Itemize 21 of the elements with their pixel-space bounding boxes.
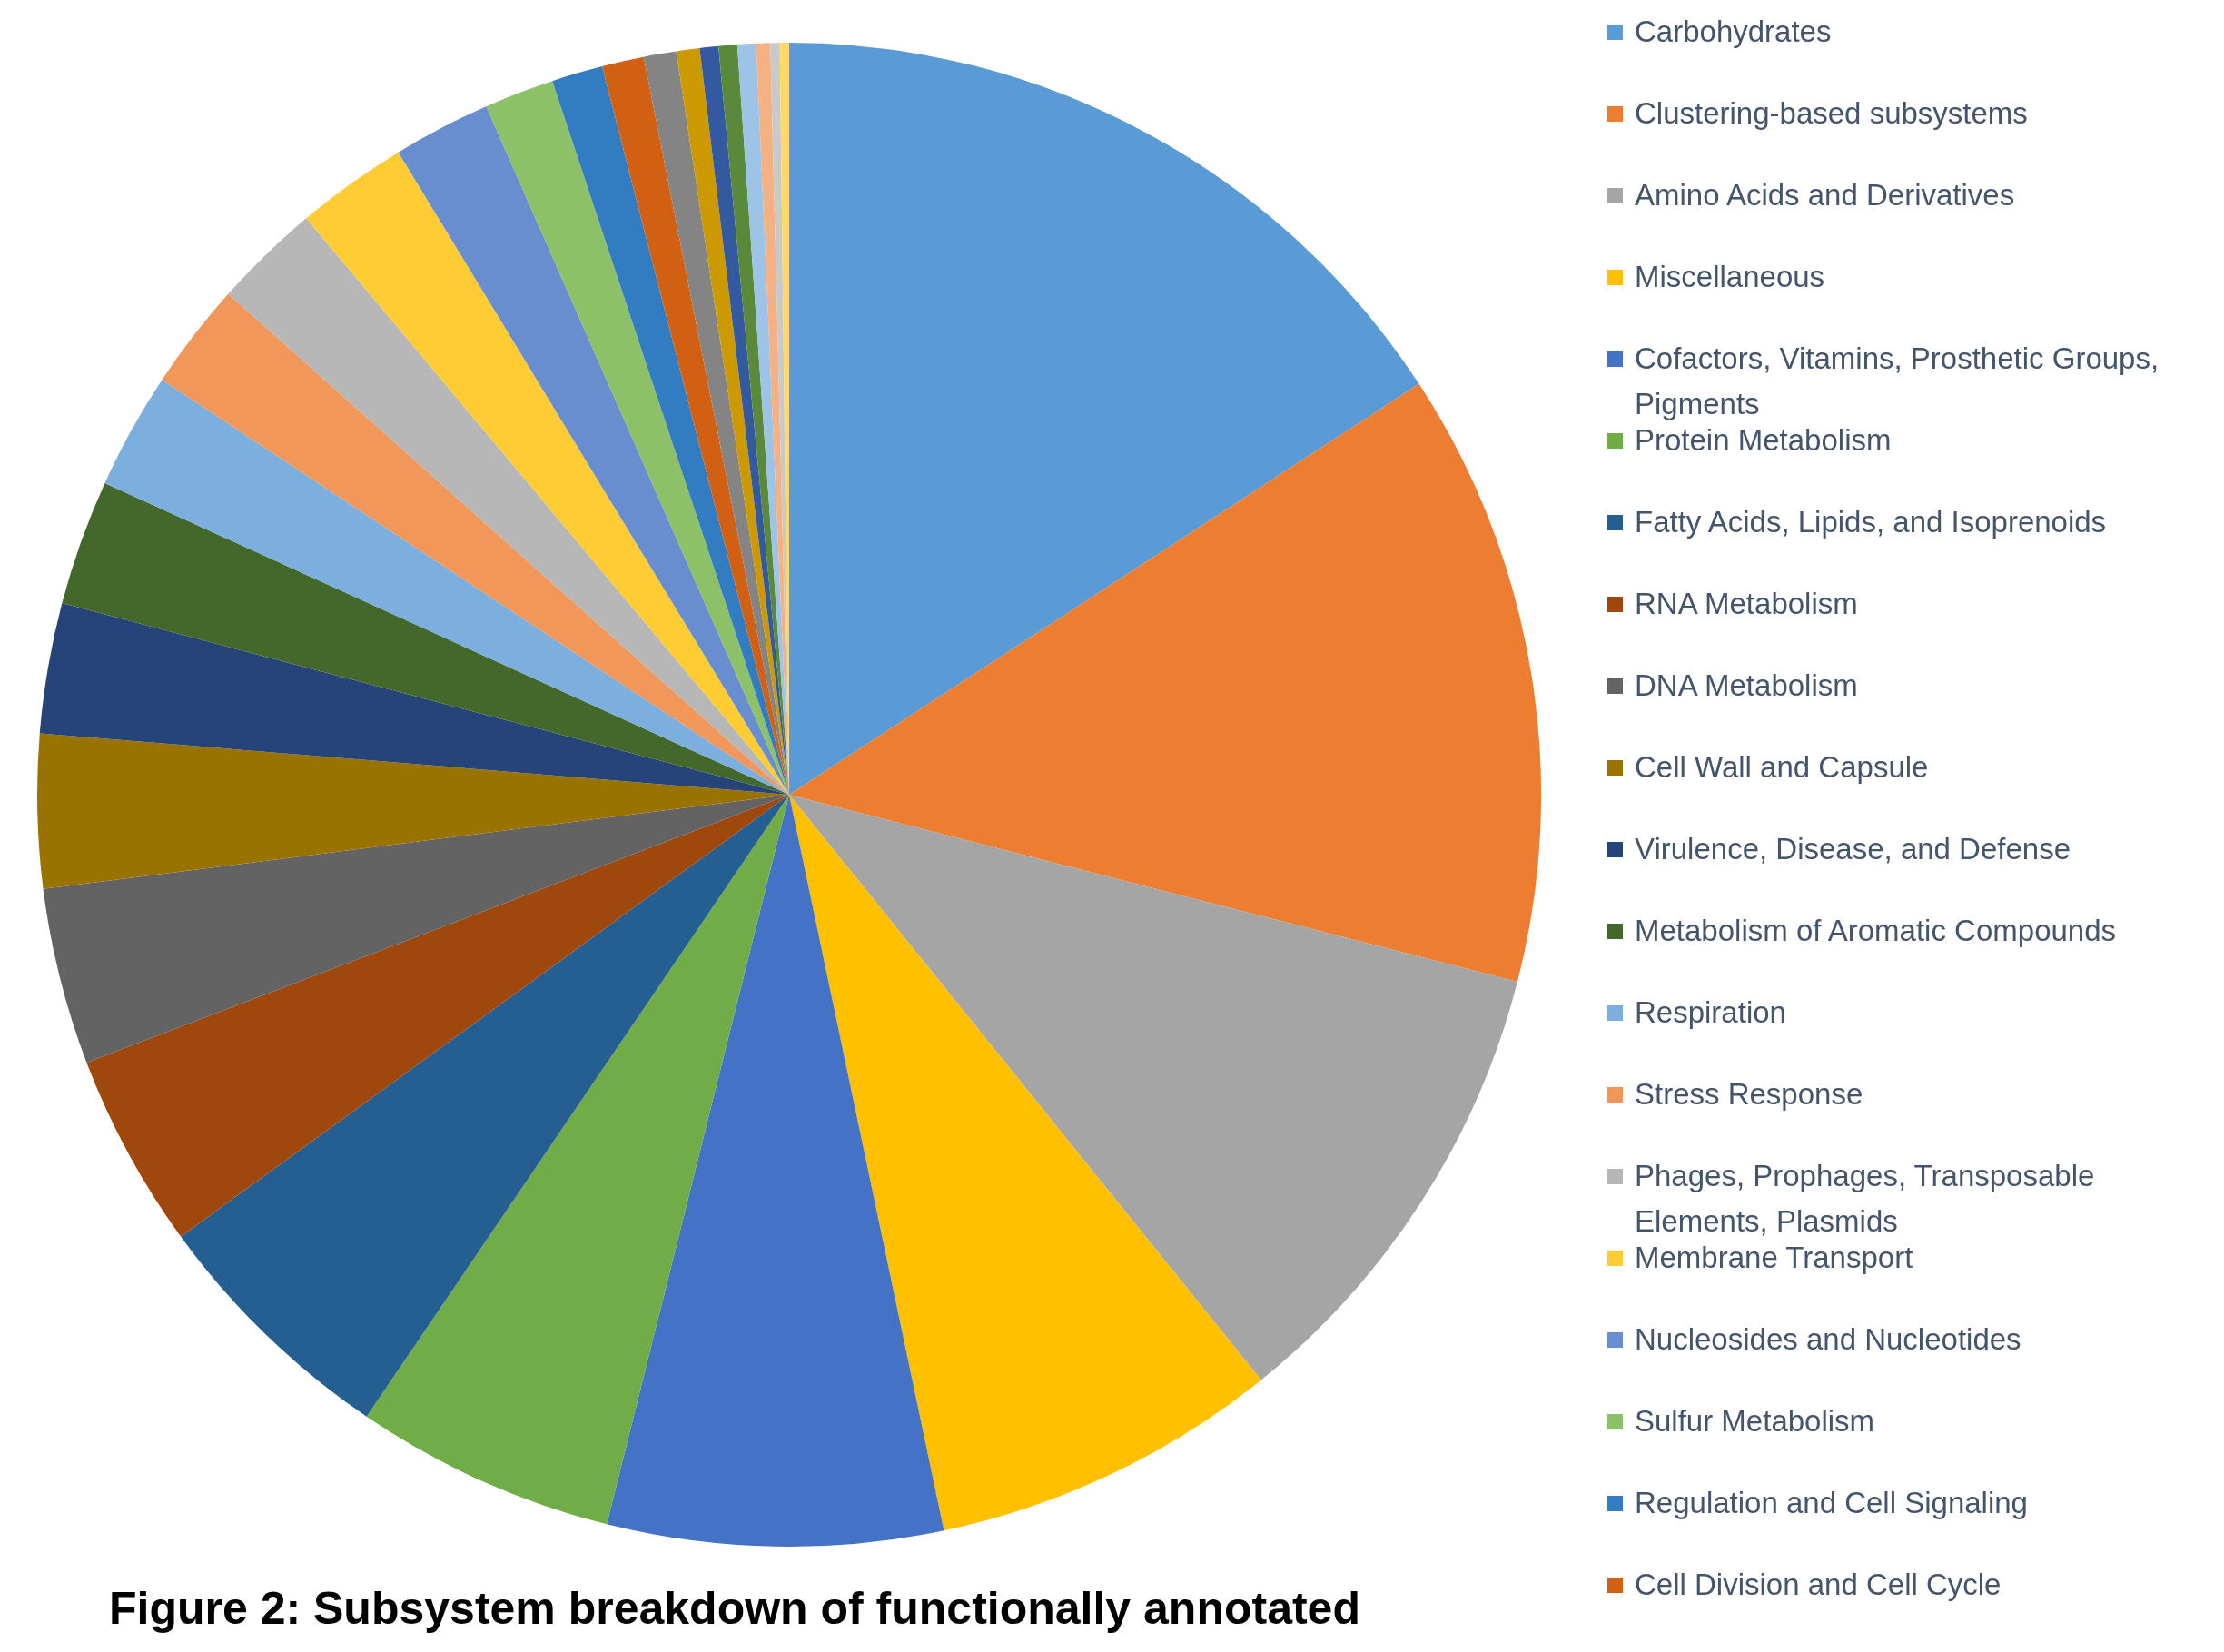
legend-label: Membrane Transport bbox=[1635, 1241, 1913, 1274]
legend-label: Fatty Acids, Lipids, and Isoprenoids bbox=[1635, 505, 2107, 539]
legend-label: Miscellaneous bbox=[1635, 260, 1825, 293]
legend-label: Cell Wall and Capsule bbox=[1635, 750, 1929, 784]
legend-label: Metabolism of Aromatic Compounds bbox=[1635, 914, 2117, 947]
legend-label: Protein Metabolism bbox=[1635, 423, 1892, 457]
legend-label: Regulation and Cell Signaling bbox=[1635, 1486, 2028, 1519]
legend-label: DNA Metabolism bbox=[1635, 668, 1858, 702]
text: Figure 2: Subsystem breakdown of functionally annotated bbox=[109, 1582, 1360, 1635]
legend-label: Carbohydrates bbox=[1635, 15, 1832, 48]
legend-label: Amino Acids and Derivatives bbox=[1635, 178, 2015, 212]
legend-label: Nucleosides and Nucleotides bbox=[1635, 1322, 2021, 1356]
legend-label: Stress Response bbox=[1635, 1077, 1863, 1111]
legend-label: Respiration bbox=[1635, 995, 1786, 1029]
legend-label: Clustering-based subsystems bbox=[1635, 96, 2028, 130]
legend-label: Cell Division and Cell Cycle bbox=[1635, 1568, 2002, 1601]
legend-label: Phages, Prophages, Transposable Elements, Plasmids bbox=[1635, 1159, 2095, 1238]
legend-label: RNA Metabolism bbox=[1635, 587, 1858, 620]
legend-label: Sulfur Metabolism bbox=[1635, 1404, 1875, 1438]
legend-label: Cofactors, Vitamins, Prosthetic Groups, Pigments bbox=[1635, 341, 2160, 420]
legend-label: Virulence, Disease, and Defense bbox=[1635, 832, 2071, 866]
